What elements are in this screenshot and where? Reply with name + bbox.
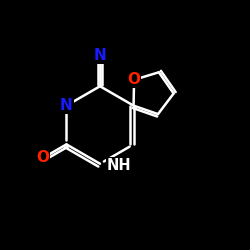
Text: O: O: [36, 150, 49, 165]
Text: N: N: [94, 48, 106, 63]
Text: N: N: [60, 98, 73, 113]
Text: NH: NH: [106, 158, 131, 172]
Text: O: O: [128, 72, 140, 87]
